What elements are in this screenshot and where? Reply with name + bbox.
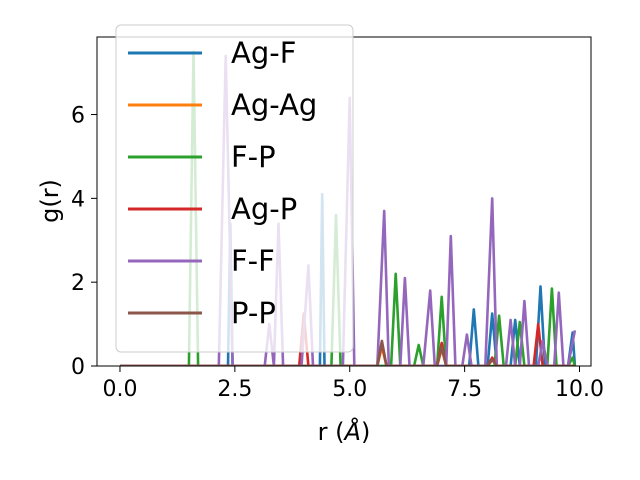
legend: Ag-F Ag-Ag F-P Ag-P F-F P-P [115,24,354,353]
series-line-ag-f [120,192,577,366]
legend-entry-p-p: P-P [128,296,276,330]
y-tick-label: 4 [71,187,85,212]
legend-entry-ag-p: Ag-P [128,192,297,226]
legend-entry-ag-ag: Ag-Ag [128,88,317,122]
legend-box [115,24,354,353]
legend-label: Ag-F [231,36,296,70]
x-axis-label-unit: Å [343,417,361,446]
x-tick-label: 7.5 [447,377,482,402]
legend-label: P-P [231,296,276,330]
legend-label: Ag-Ag [231,88,317,122]
x-axis-label: r (Å) [318,417,371,446]
x-axis-ticks: 0.0 2.5 5.0 7.5 10.0 [102,366,604,402]
y-axis-label: g(r) [36,179,64,223]
x-axis-label-close: ) [361,418,370,446]
y-tick-label: 0 [71,355,85,380]
legend-entry-f-f: F-F [128,244,275,278]
legend-label: F-F [231,244,275,278]
y-axis-ticks: 0 2 4 6 [71,104,97,380]
series-line-p-p [120,339,575,366]
legend-entry-f-p: F-P [128,140,276,174]
legend-label: F-P [231,140,276,174]
x-axis-label-main: r ( [318,418,345,446]
x-tick-label: 0.0 [102,377,137,402]
y-tick-label: 2 [71,271,85,296]
legend-entry-ag-f: Ag-F [128,36,296,70]
y-tick-label: 6 [71,104,85,129]
legend-label: Ag-P [231,192,297,226]
x-tick-label: 2.5 [217,377,252,402]
x-tick-label: 10.0 [555,377,604,402]
x-tick-label: 5.0 [332,377,367,402]
